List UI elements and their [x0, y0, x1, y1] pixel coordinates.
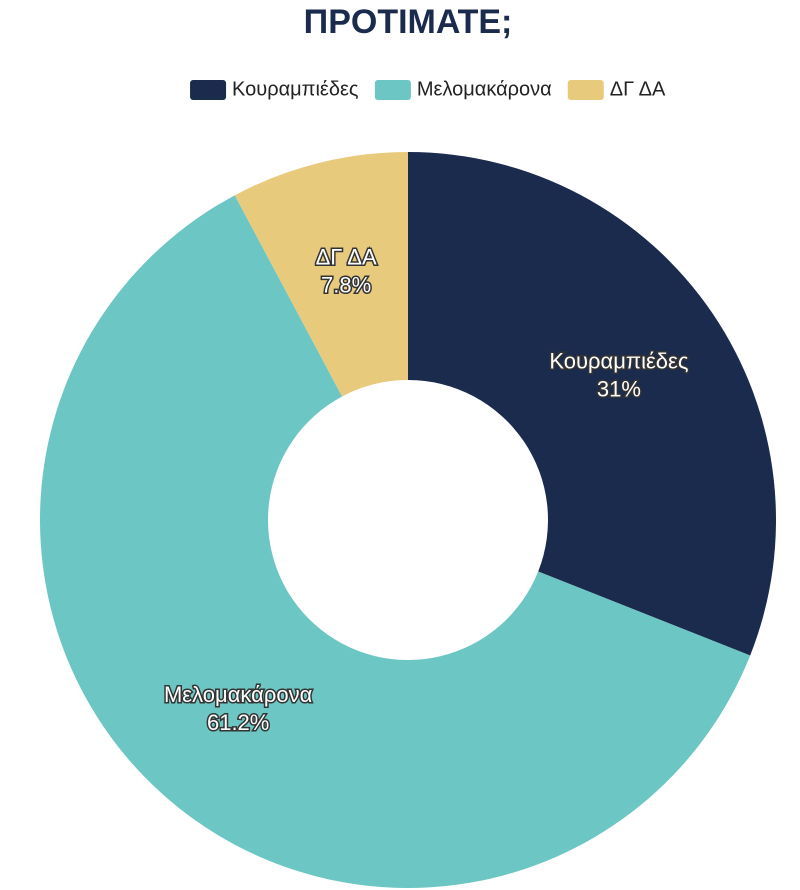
legend-label: ΔΓ ΔΑ: [610, 78, 666, 100]
donut-slice: [234, 152, 408, 397]
legend-label: Κουραμπιέδες: [232, 78, 359, 100]
slice-label: ΔΓ ΔΑ: [316, 244, 377, 269]
legend-swatch: [190, 80, 227, 100]
legend-swatch: [567, 80, 604, 100]
legend-swatch: [374, 80, 411, 100]
slice-label: Μελομακάρονα: [164, 682, 313, 707]
slice-value-label: 7.8%: [321, 272, 371, 297]
slice-label: Κουραμπιέδες: [549, 348, 688, 373]
slice-value-label: 31%: [597, 376, 641, 401]
chart-title: ΠΡΟΤΙΜΑΤΕ;: [304, 3, 513, 41]
donut-slice: [39, 195, 751, 888]
donut-slice: [408, 152, 777, 656]
legend-label: Μελομακάρονα: [417, 78, 552, 100]
slice-value-label: 61.2%: [207, 710, 269, 735]
